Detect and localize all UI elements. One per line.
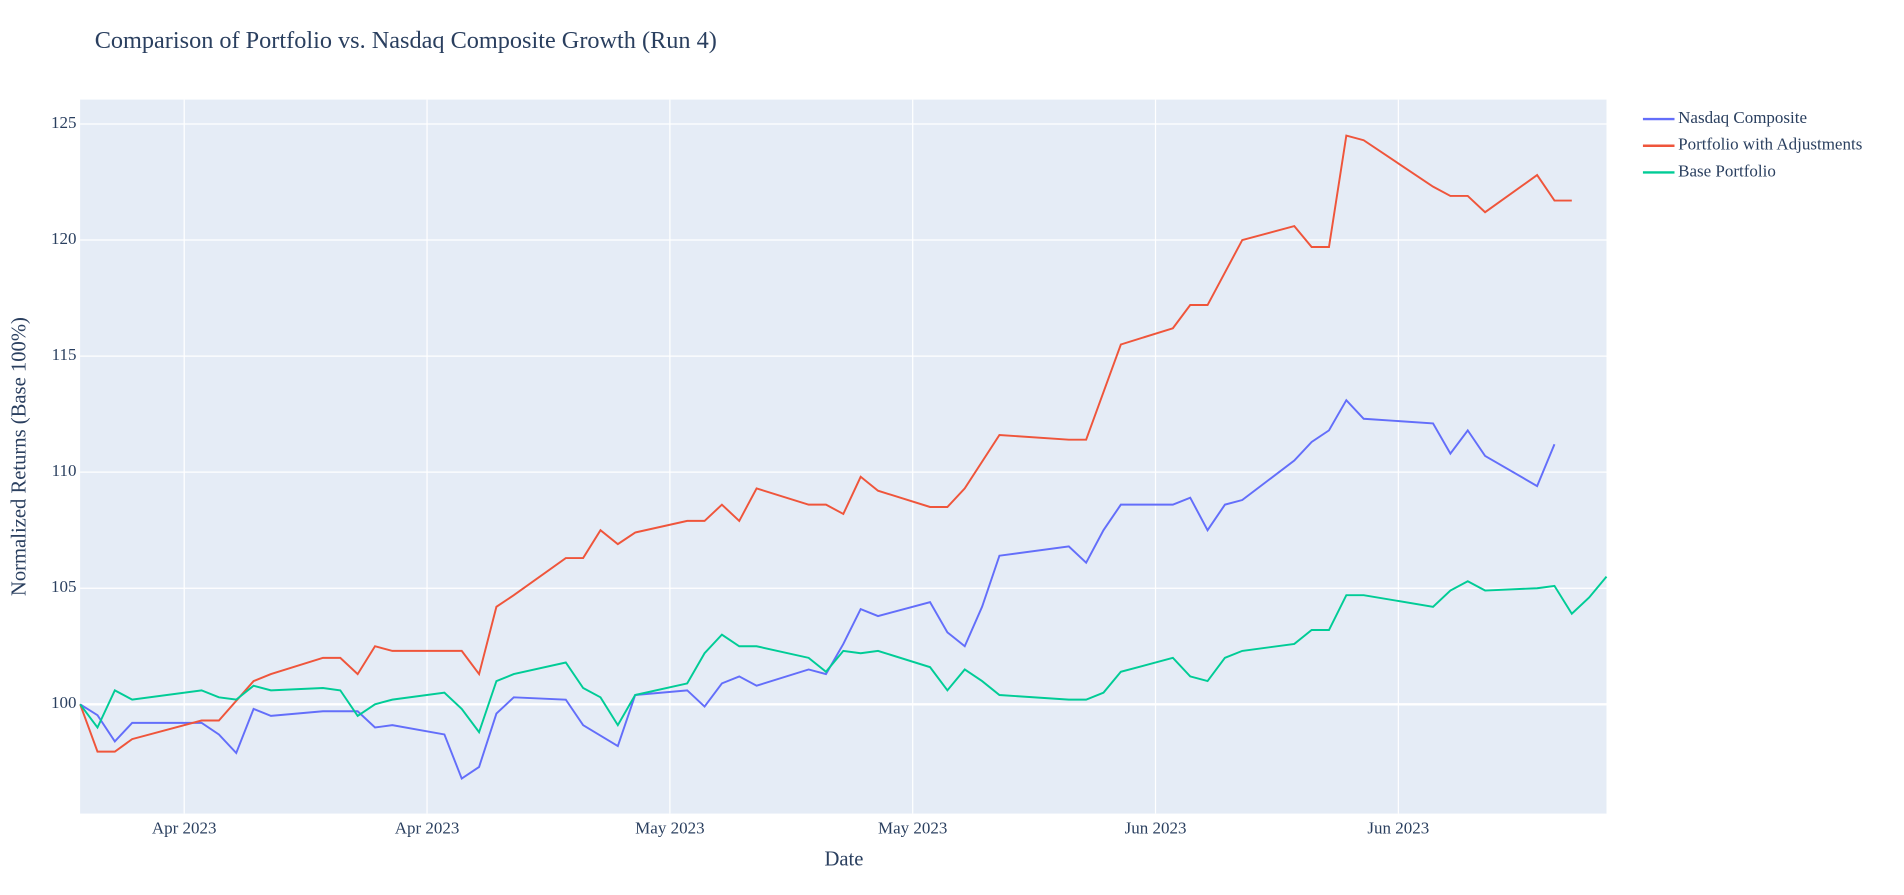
x-tick-label: Jun 2023 [1367,818,1429,837]
plot-area [80,99,1607,814]
y-tick-label: 100 [51,693,77,712]
y-tick-label: 110 [52,461,77,480]
x-tick-label: May 2023 [878,818,947,837]
y-tick-label: 125 [51,113,77,132]
chart-title: Comparison of Portfolio vs. Nasdaq Compo… [95,27,717,54]
x-tick-label: May 2023 [635,818,704,837]
legend-label: Nasdaq Composite [1678,108,1807,127]
x-tick-label: Apr 2023 [395,818,460,837]
y-tick-label: 115 [52,345,77,364]
legend-label: Base Portfolio [1678,161,1776,180]
series-line [79,134,1572,753]
y-tick-label: 105 [51,577,77,596]
series-line [79,575,1608,735]
y-axis-title: Normalized Returns (Base 100%) [8,317,30,596]
legend-label: Portfolio with Adjustments [1678,135,1862,154]
x-axis-title: Date [824,849,863,871]
x-tick-label: Jun 2023 [1125,818,1187,837]
y-tick-label: 120 [51,229,77,248]
series-line [79,398,1556,781]
x-tick-label: Apr 2023 [152,818,217,837]
